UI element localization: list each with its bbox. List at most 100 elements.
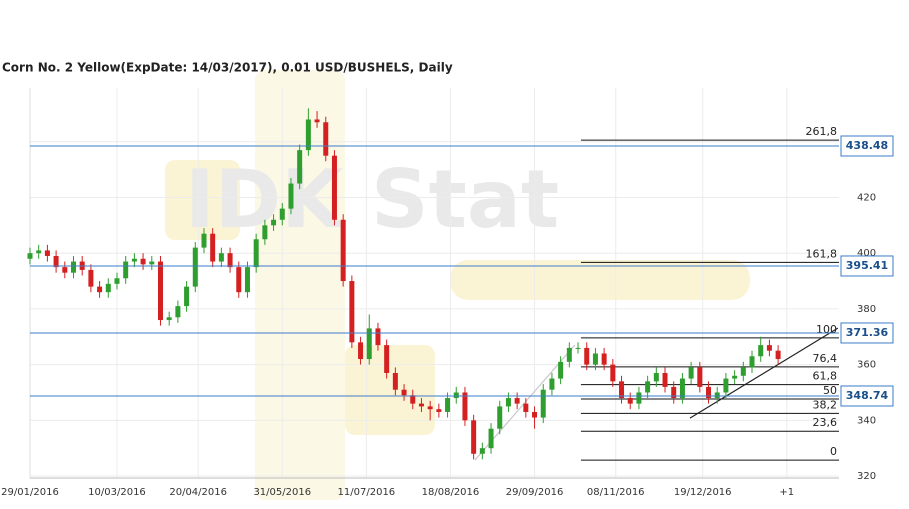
candle-body bbox=[140, 258, 146, 265]
fib-label: 76,4 bbox=[813, 352, 838, 365]
candle-body bbox=[532, 411, 538, 418]
y-tick-label: 420 bbox=[857, 192, 876, 203]
level-label: 438.48 bbox=[846, 139, 888, 152]
candle-body bbox=[410, 395, 416, 404]
candle-body bbox=[210, 233, 216, 262]
level-box bbox=[840, 322, 894, 344]
candle-body bbox=[636, 392, 642, 404]
y-tick-label: 320 bbox=[857, 471, 876, 482]
x-tick-label: 19/12/2016 bbox=[674, 487, 732, 498]
candle-body bbox=[149, 261, 155, 265]
candle-body bbox=[775, 350, 781, 360]
candle-body bbox=[575, 347, 581, 349]
candle-body bbox=[44, 250, 50, 256]
candle-body bbox=[105, 283, 111, 293]
candle-body bbox=[662, 372, 668, 387]
candle-body bbox=[523, 403, 529, 412]
fib-label: 38,2 bbox=[813, 398, 838, 411]
candle-body bbox=[732, 375, 738, 379]
fib-label: 23,6 bbox=[813, 416, 838, 429]
x-tick-label: 08/11/2016 bbox=[587, 487, 645, 498]
trend-line bbox=[689, 327, 839, 419]
level-box bbox=[840, 135, 894, 157]
watermark-block bbox=[165, 160, 240, 240]
candle-body bbox=[70, 261, 76, 273]
candle-body bbox=[349, 281, 355, 343]
candle-body bbox=[305, 119, 311, 151]
candle-body bbox=[340, 219, 346, 282]
x-tick-label: 10/03/2016 bbox=[88, 487, 146, 498]
candle-body bbox=[679, 378, 685, 399]
candle-body bbox=[392, 372, 398, 390]
candle-body bbox=[262, 225, 268, 240]
candle-body bbox=[584, 347, 590, 365]
candle-body bbox=[253, 239, 259, 268]
candle-body bbox=[236, 267, 242, 293]
candle-body bbox=[697, 367, 703, 387]
watermark-block bbox=[450, 260, 750, 300]
candle-body bbox=[488, 428, 494, 449]
candle-body bbox=[653, 372, 659, 382]
candle-body bbox=[358, 342, 364, 360]
candle-body bbox=[566, 347, 572, 362]
candle-body bbox=[36, 250, 42, 254]
candle-body bbox=[279, 208, 285, 220]
fib-label: 61,8 bbox=[813, 370, 838, 383]
candle-body bbox=[688, 367, 694, 379]
fib-label: 50 bbox=[823, 384, 837, 397]
level-box bbox=[840, 385, 894, 407]
candle-body bbox=[62, 267, 68, 273]
candle-body bbox=[540, 389, 546, 418]
candle-body bbox=[288, 183, 294, 209]
candle-body bbox=[366, 328, 372, 360]
x-tick-label: 18/08/2016 bbox=[422, 487, 480, 498]
candle-body bbox=[418, 403, 424, 407]
candle-body bbox=[558, 361, 564, 379]
candle-body bbox=[218, 253, 224, 262]
candle-body bbox=[619, 381, 625, 399]
fib-label: 161,8 bbox=[806, 247, 838, 260]
candle-body bbox=[97, 286, 103, 293]
candle-body bbox=[766, 345, 772, 351]
candle-body bbox=[314, 119, 320, 123]
candle-body bbox=[114, 278, 120, 284]
candle-body bbox=[479, 448, 485, 454]
candle-body bbox=[462, 392, 468, 421]
candle-body bbox=[244, 267, 250, 293]
candle-body bbox=[166, 317, 172, 321]
watermark-block bbox=[345, 345, 435, 435]
x-tick-label: 11/07/2016 bbox=[338, 487, 396, 498]
candle-body bbox=[549, 378, 555, 390]
fib-label: 0 bbox=[830, 445, 837, 458]
level-box bbox=[840, 255, 894, 277]
candle-body bbox=[227, 253, 233, 268]
candle-body bbox=[601, 353, 607, 365]
candle-body bbox=[384, 345, 390, 373]
candle-body bbox=[157, 261, 163, 321]
candle-body bbox=[375, 328, 381, 346]
candle-body bbox=[471, 420, 477, 454]
candle-body bbox=[723, 378, 729, 393]
x-tick-label: 29/01/2016 bbox=[1, 487, 59, 498]
candle-body bbox=[331, 155, 337, 220]
fib-label: 100 bbox=[816, 323, 837, 336]
y-tick-label: 360 bbox=[857, 360, 876, 371]
candle-body bbox=[445, 398, 451, 412]
level-label: 395.41 bbox=[846, 259, 888, 272]
candle-body bbox=[671, 386, 677, 399]
fib-label: 261,8 bbox=[806, 125, 838, 138]
candle-body bbox=[27, 253, 33, 259]
candle-body bbox=[453, 392, 459, 399]
candle-body bbox=[497, 406, 503, 429]
watermark: IDK Stat bbox=[185, 153, 559, 246]
candle-body bbox=[505, 398, 511, 407]
candle-body bbox=[645, 381, 651, 393]
candle-body bbox=[427, 406, 433, 410]
candle-body bbox=[627, 398, 633, 404]
candle-body bbox=[192, 247, 198, 287]
level-label: 371.36 bbox=[846, 326, 889, 339]
candle-body bbox=[749, 356, 755, 368]
candle-body bbox=[88, 269, 94, 287]
candle-body bbox=[740, 367, 746, 376]
